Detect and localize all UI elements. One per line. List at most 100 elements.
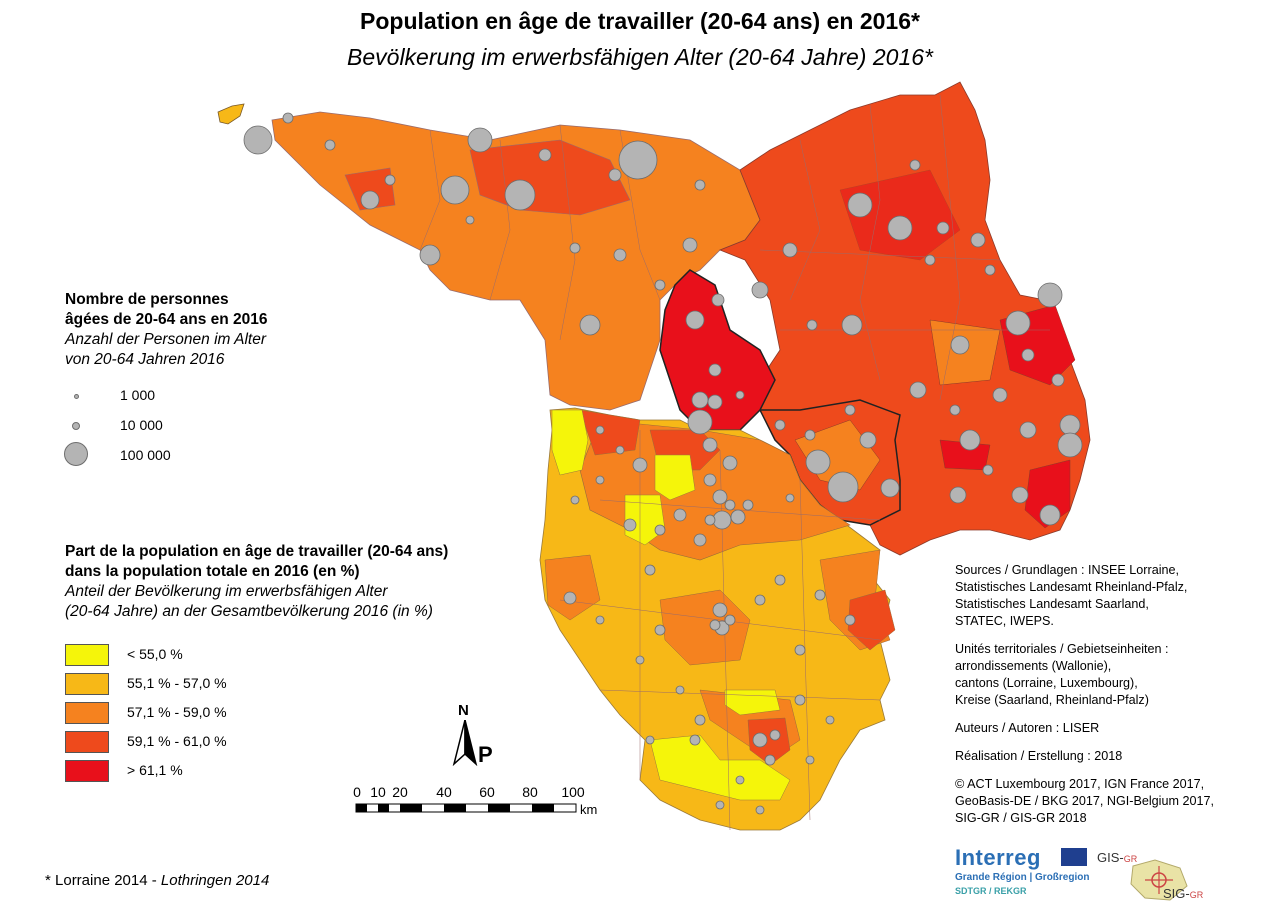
population-circle xyxy=(804,429,816,441)
population-circle xyxy=(570,495,580,505)
population-circle xyxy=(324,139,336,151)
population-circle xyxy=(694,714,706,726)
population-circle xyxy=(595,475,605,485)
population-circle xyxy=(465,215,475,225)
population-circle xyxy=(984,264,996,276)
population-circle xyxy=(1057,432,1083,458)
population-circle xyxy=(742,499,754,511)
population-circle xyxy=(724,499,736,511)
region-rlp-inner1 xyxy=(839,169,961,261)
population-circle xyxy=(615,445,625,455)
population-circle xyxy=(384,174,396,186)
class-legend-title-fr-2: dans la population totale en 2016 (en %) xyxy=(65,563,360,580)
population-circle xyxy=(538,148,552,162)
population-circle xyxy=(645,735,655,745)
population-circle xyxy=(579,314,601,336)
size-circle-large xyxy=(64,442,88,466)
size-legend-label: 1 000 xyxy=(120,387,156,403)
scale-tick: 0 xyxy=(353,784,361,800)
class-legend-title-de-2: (20-64 Jahre) an der Gesamtbevölkerung 2… xyxy=(65,603,433,620)
north-p-letter: P xyxy=(478,742,493,767)
population-circle xyxy=(1019,421,1037,439)
gis-map-icon xyxy=(1130,859,1188,901)
sig-label-suffix: GR xyxy=(1189,890,1204,900)
population-circle xyxy=(711,293,725,307)
gis-label-suffix: GR xyxy=(1123,854,1138,864)
population-circle xyxy=(769,729,781,741)
size-legend-title-de-1: Anzahl der Personen im Alter xyxy=(65,331,267,348)
class-legend-title-fr-1: Part de la population en âge de travaill… xyxy=(65,543,449,560)
population-circle xyxy=(859,431,877,449)
region-wallonia-west xyxy=(344,167,396,211)
population-circle xyxy=(654,524,666,536)
class-legend-title: Part de la population en âge de travaill… xyxy=(65,542,448,622)
population-circle xyxy=(730,509,746,525)
population-circle xyxy=(847,192,873,218)
region-lorraine-red2 xyxy=(579,409,641,456)
population-circle xyxy=(691,391,709,409)
scale-unit: km xyxy=(580,802,598,817)
size-legend-label: 100 000 xyxy=(120,447,171,463)
scale-tick: 60 xyxy=(479,784,495,800)
population-circle xyxy=(419,244,441,266)
population-circle xyxy=(827,471,859,503)
size-legend-item: 1 000 xyxy=(62,382,202,410)
authors-line: Auteurs / Autoren : LISER xyxy=(955,721,1100,735)
population-circle xyxy=(909,159,921,171)
population-circle xyxy=(623,518,637,532)
population-circle xyxy=(735,775,745,785)
population-circle xyxy=(814,589,826,601)
footnote-de: Lothringen 2014 xyxy=(160,872,270,889)
population-circle xyxy=(673,508,687,522)
population-circle xyxy=(805,449,831,475)
region-wallonia xyxy=(271,111,761,411)
population-circle xyxy=(735,390,745,400)
sources-line: STATEC, IWEPS. xyxy=(955,614,1054,628)
population-circle xyxy=(844,614,856,626)
population-circle xyxy=(569,242,581,254)
population-circle xyxy=(712,602,728,618)
population-circle xyxy=(675,685,685,695)
population-circle xyxy=(709,619,721,631)
gis-gr-logo: GIS-GR SIG-GR xyxy=(1095,848,1220,906)
units-line: cantons (Lorraine, Luxembourg), xyxy=(955,676,1138,690)
population-circle xyxy=(687,409,713,435)
population-circle xyxy=(794,694,806,706)
size-circle-medium xyxy=(72,422,80,430)
population-circle xyxy=(722,455,738,471)
eu-flag-icon xyxy=(1061,848,1087,866)
population-circle xyxy=(751,281,769,299)
units-line: Kreise (Saarland, Rheinland-Pfalz) xyxy=(955,693,1149,707)
region-yellow-4 xyxy=(649,734,791,801)
region-yellow-1 xyxy=(551,409,589,476)
population-circle xyxy=(1039,504,1061,526)
population-circle xyxy=(654,279,666,291)
units-line: arrondissements (Wallonie), xyxy=(955,659,1112,673)
population-circle xyxy=(608,168,622,182)
size-legend-item: 100 000 xyxy=(62,442,202,470)
population-circle xyxy=(764,754,776,766)
sig-label-main: SIG- xyxy=(1163,886,1190,901)
class-swatch xyxy=(65,673,109,695)
size-legend-title: Nombre de personnes âgées de 20-64 ans e… xyxy=(65,290,268,370)
interreg-wordmark: Interreg xyxy=(955,845,1041,870)
map-subtitle: Bevölkerung im erwerbsfähigen Alter (20-… xyxy=(347,44,933,70)
population-circle xyxy=(755,805,765,815)
population-circles xyxy=(243,112,1083,815)
population-circle xyxy=(1059,414,1081,436)
population-circle xyxy=(752,732,768,748)
population-circle xyxy=(595,425,605,435)
interreg-program: SDTGR / REKGR xyxy=(955,886,1027,896)
size-legend-label: 10 000 xyxy=(120,417,163,433)
population-circle xyxy=(694,179,706,191)
population-circle xyxy=(440,175,470,205)
population-circle xyxy=(959,429,981,451)
class-swatch xyxy=(65,702,109,724)
population-circle xyxy=(841,314,863,336)
population-circle xyxy=(563,591,577,605)
size-legend-title-fr-2: âgées de 20-64 ans en 2016 xyxy=(65,311,268,328)
region-lorraine-mid xyxy=(659,589,751,666)
units-line: Unités territoriales / Gebietseinheiten … xyxy=(955,642,1169,656)
population-circle xyxy=(595,615,605,625)
population-circle xyxy=(1037,282,1063,308)
